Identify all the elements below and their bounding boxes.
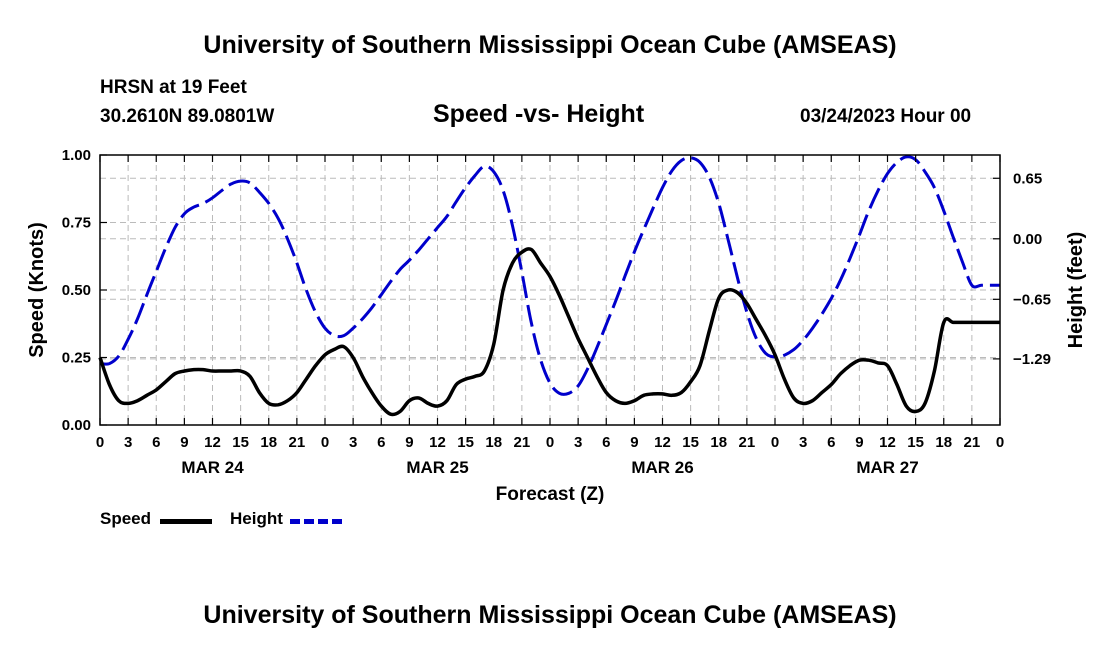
x-tick-label: 18	[260, 434, 277, 451]
x-tick-label: 15	[907, 434, 924, 451]
y-tick-label: 0.50	[62, 282, 91, 299]
day-label: MAR 25	[406, 458, 468, 477]
x-tick-label: 9	[855, 434, 863, 451]
legend-label-speed: Speed	[100, 509, 152, 528]
x-tick-label: 21	[739, 434, 756, 451]
x-tick-label: 12	[654, 434, 671, 451]
x-tick-label: 9	[630, 434, 638, 451]
axis-layer: 0 3 6 9 12 15 18 21 0 3 6 9 12 15 18 21 0 3 6 9 12 15 18 21 0 3 6 9…	[62, 147, 1051, 477]
x-tick-label: 6	[602, 434, 610, 451]
x-tick-label: 3	[349, 434, 357, 451]
y-tick-label: 0.75	[62, 215, 91, 232]
y-tick-label: 0.25	[62, 350, 91, 367]
x-tick-label: 6	[377, 434, 385, 451]
forecast-datestamp: 03/24/2023 Hour 00	[800, 106, 972, 127]
x-tick-label: 12	[204, 434, 221, 451]
day-label: MAR 27	[856, 458, 918, 477]
x-tick-label: 18	[710, 434, 727, 451]
day-label: MAR 24	[181, 458, 244, 477]
y2-tick-label: −1.29	[1013, 351, 1051, 368]
y2-tick-label: 0.00	[1013, 231, 1042, 248]
chart-subtitle: Speed -vs- Height	[433, 100, 645, 128]
y2-tick-label: −0.65	[1013, 291, 1051, 308]
x-tick-label: 18	[485, 434, 502, 451]
x-tick-label: 12	[879, 434, 896, 451]
x-tick-label: 0	[96, 434, 104, 451]
legend-label-height: Height	[230, 509, 283, 528]
x-tick-label: 15	[682, 434, 699, 451]
legend-swatch-height	[290, 519, 342, 524]
x-tick-label: 9	[405, 434, 413, 451]
x-tick-label: 0	[996, 434, 1004, 451]
station-coordinates: 30.2610N 89.0801W	[100, 106, 275, 127]
y2-axis-title: Height (feet)	[1065, 232, 1087, 349]
x-tick-label: 9	[180, 434, 188, 451]
x-tick-label: 3	[124, 434, 132, 451]
legend-swatch-speed	[160, 519, 212, 524]
y-tick-label: 0.00	[62, 417, 91, 434]
station-label: HRSN at 19 Feet	[100, 77, 247, 98]
x-tick-label: 0	[321, 434, 329, 451]
x-tick-label: 15	[232, 434, 249, 451]
x-tick-label: 3	[799, 434, 807, 451]
x-tick-label: 6	[152, 434, 160, 451]
x-tick-label: 21	[289, 434, 306, 451]
speed-height-chart: 0 3 6 9 12 15 18 21 0 3 6 9 12 15 18 21 0 3 6 9 12 15 18 21 0 3 6 9…	[26, 147, 1087, 505]
x-tick-label: 12	[429, 434, 446, 451]
x-tick-label: 3	[574, 434, 582, 451]
x-tick-label: 18	[935, 434, 952, 451]
y-axis-title: Speed (Knots)	[26, 222, 48, 358]
series-layer	[98, 155, 1000, 417]
x-tick-label: 0	[771, 434, 779, 451]
y2-tick-label: 0.65	[1013, 170, 1042, 187]
x-tick-label: 21	[514, 434, 531, 451]
x-tick-label: 21	[964, 434, 981, 451]
footer-title: University of Southern Mississippi Ocean…	[203, 601, 897, 629]
x-axis-title: Forecast (Z)	[496, 484, 605, 505]
series-line-height	[99, 155, 1000, 396]
x-tick-label: 6	[827, 434, 835, 451]
x-tick-label: 0	[546, 434, 554, 451]
day-label: MAR 26	[631, 458, 693, 477]
x-tick-label: 15	[457, 434, 474, 451]
chart-title: University of Southern Mississippi Ocean…	[203, 31, 897, 59]
series-line-speed	[98, 247, 1000, 417]
y-tick-label: 1.00	[62, 147, 91, 164]
grid-layer	[100, 155, 1000, 425]
